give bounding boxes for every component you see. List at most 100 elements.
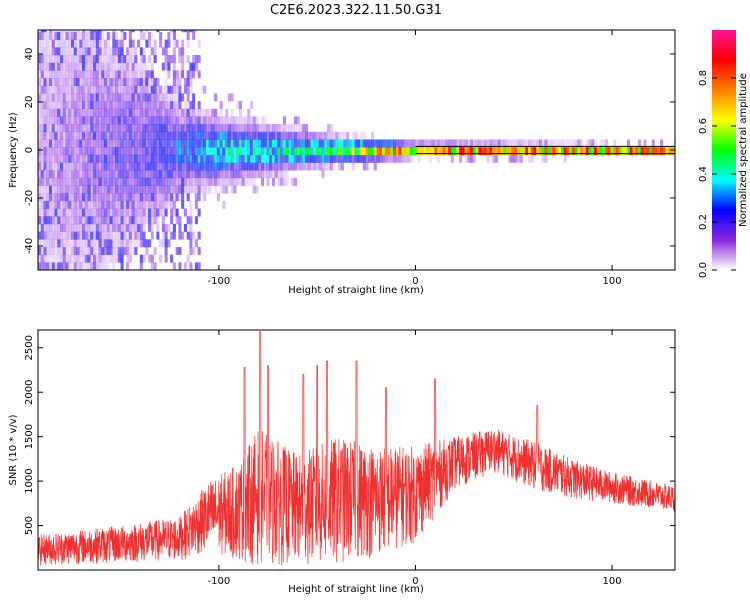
heatmap-cell [46,254,50,263]
heatmap-cell [395,147,399,156]
heatmap-cell [514,139,518,148]
heatmap-cell [57,30,61,33]
heatmap-cell [117,101,121,110]
heatmap-cell [106,39,110,48]
heatmap-cell [222,200,226,209]
heatmap-cell [62,54,66,63]
heatmap-cell [481,139,485,148]
heatmap-cell [426,147,430,156]
heatmap-cell [62,78,66,86]
heatmap-cell [76,101,80,110]
heatmap-cell [98,208,102,217]
heatmap-cell [62,147,66,156]
heatmap-cell [197,108,201,117]
heatmap-cell [142,78,146,86]
heatmap-cell [494,147,498,156]
heatmap-cell [329,139,333,148]
heatmap-cell [38,101,42,110]
heatmap-cell [106,131,110,140]
heatmap-cell [93,116,97,125]
heatmap-cell [76,54,80,63]
heatmap-cell [109,200,113,209]
heatmap-cell [76,131,80,140]
heatmap-cell [258,147,262,156]
heatmap-cell [49,93,53,102]
heatmap-cell [153,185,157,194]
heatmap-cell [98,200,102,209]
heatmap-cell [57,108,61,117]
heatmap-cell [134,85,138,94]
heatmap-cell [123,200,127,209]
heatmap-cell [109,170,113,179]
heatmap-cell [178,177,182,186]
heatmap-cell [483,139,487,148]
heatmap-cell [450,147,454,156]
heatmap-cell [205,131,209,140]
colorbar-label: Normalized spectral amplitude [738,73,749,227]
colorbar-gradient [712,30,736,270]
heatmap-cell [117,246,121,255]
heatmap-cell [123,170,127,179]
heatmap-cell [203,116,207,125]
heatmap-cell [65,39,69,48]
heatmap-cell [192,131,196,140]
heatmap-cell [71,85,75,94]
heatmap-cell [128,78,132,86]
heatmap-cell [175,177,179,186]
heatmap-cell [527,139,531,148]
heatmap-cell [271,154,276,163]
heatmap-cell [82,30,86,33]
heatmap-cell [84,177,88,186]
heatmap-cell [104,131,108,140]
heatmap-cell [71,101,75,110]
heatmap-cell [167,154,171,163]
heatmap-cell [255,185,259,194]
heatmap-cell [175,162,179,171]
heatmap-cell [98,170,102,179]
heatmap-cell [288,147,292,156]
heatmap-cell [115,239,119,248]
heatmap-x-ticks: -100 0 100 [208,30,622,287]
heatmap-cell [194,193,198,202]
heatmap-cell [123,93,127,102]
heatmap-cell [230,170,234,179]
heatmap-cell [82,200,86,209]
heatmap-cell [49,47,53,56]
heatmap-cell [76,139,80,148]
heatmap-cell [115,62,119,71]
heatmap-cell [194,177,198,186]
heatmap-cell [145,30,149,33]
heatmap-cell [79,231,83,240]
heatmap-cell [186,70,190,79]
heatmap-cell [373,162,377,171]
heatmap-cell [71,154,75,163]
heatmap-cell [296,139,300,148]
heatmap-cell [93,162,97,171]
heatmap-cell [101,31,105,40]
heatmap-cell [43,216,47,225]
heatmap-cell [128,54,132,63]
heatmap-cell [453,139,457,148]
heatmap-cell [161,208,165,217]
heatmap-cell [60,93,64,102]
heatmap-cell [139,185,143,194]
heatmap-cell [406,139,410,148]
heatmap-cell [558,147,562,156]
heatmap-cell [101,185,105,194]
heatmap-cell [156,124,160,133]
heatmap-cell [131,30,135,33]
heatmap-cell [49,193,53,202]
heatmap-cell [98,108,102,117]
heatmap-cell [51,101,55,110]
heatmap-cell [318,162,322,171]
heatmap-cell [134,177,138,186]
heatmap-cell [68,223,72,232]
heatmap-cell [360,147,364,156]
heatmap-cell [46,139,50,148]
heatmap-cell [285,154,289,163]
heatmap-cell [76,170,80,179]
heatmap-cell [84,124,88,133]
heatmap-cell [60,239,64,248]
heatmap-cell [516,147,520,156]
heatmap-cell [208,154,212,163]
